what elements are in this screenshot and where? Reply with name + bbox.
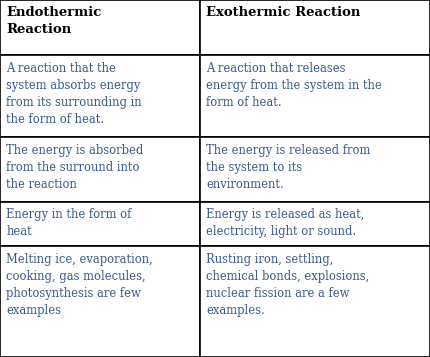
- Text: Energy in the form of
heat: Energy in the form of heat: [6, 208, 132, 238]
- Text: Melting ice, evaporation,
cooking, gas molecules,
photosynthesis are few
example: Melting ice, evaporation, cooking, gas m…: [6, 253, 153, 317]
- Text: The energy is released from
the system to its
environment.: The energy is released from the system t…: [206, 144, 371, 191]
- Bar: [0, 0, 200, 55]
- Text: A reaction that the
system absorbs energy
from its surrounding in
the form of he: A reaction that the system absorbs energ…: [6, 62, 142, 126]
- Bar: [200, 55, 430, 137]
- Bar: [200, 137, 430, 202]
- Bar: [200, 0, 430, 55]
- Bar: [0, 202, 200, 246]
- Text: A reaction that releases
energy from the system in the
form of heat.: A reaction that releases energy from the…: [206, 62, 382, 109]
- Bar: [200, 202, 430, 246]
- Bar: [0, 137, 200, 202]
- Bar: [0, 246, 200, 357]
- Text: Rusting iron, settling,
chemical bonds, explosions,
nuclear fission are a few
ex: Rusting iron, settling, chemical bonds, …: [206, 253, 370, 317]
- Bar: [0, 55, 200, 137]
- Text: Exothermic Reaction: Exothermic Reaction: [206, 6, 361, 19]
- Text: Energy is released as heat,
electricity, light or sound.: Energy is released as heat, electricity,…: [206, 208, 365, 238]
- Bar: [200, 246, 430, 357]
- Text: Endothermic
Reaction: Endothermic Reaction: [6, 6, 102, 36]
- Text: The energy is absorbed
from the surround into
the reaction: The energy is absorbed from the surround…: [6, 144, 144, 191]
